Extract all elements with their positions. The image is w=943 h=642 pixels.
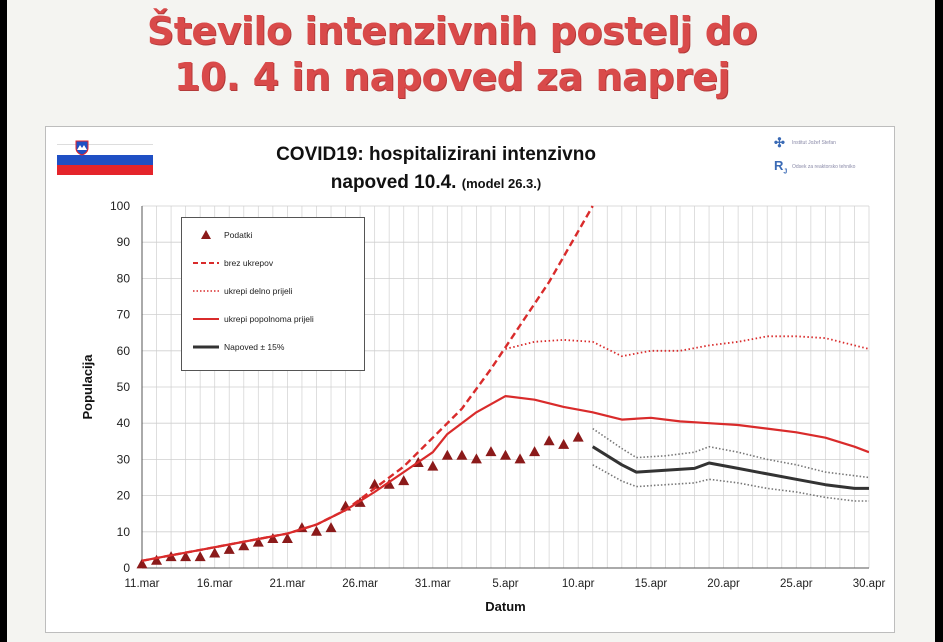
y-tick-label: 50 <box>117 380 131 394</box>
institution-logos: ✣ Institut Jožef Stefan RJ Odsek za reak… <box>774 133 884 181</box>
ijs-logo-icon: ✣ Institut Jožef Stefan <box>774 135 836 150</box>
chart-title-date: napoved 10.4. <box>330 172 457 193</box>
data-point-marker <box>310 525 322 536</box>
chart-svg: 0 10 20 30 40 50 60 70 80 90 100 11.mar 16.mar 21.mar… <box>80 199 886 614</box>
data-point-marker <box>267 533 279 544</box>
x-tick-label: 31.mar <box>415 578 451 590</box>
series-3-line <box>142 395 869 562</box>
thick-line-icon <box>193 345 219 349</box>
y-tick-label: 80 <box>117 271 131 285</box>
y-tick-label: 100 <box>110 199 130 213</box>
rj-logo-icon: RJ Odsek za reaktorsko tehniko <box>774 158 856 176</box>
y-tick-label: 90 <box>117 235 131 249</box>
data-point-marker <box>136 558 148 569</box>
slide-title-line1: Število intenzivnih postelj do <box>146 9 758 53</box>
chart-title-line1: COVID19: hospitalizirani intenzivno <box>276 144 596 165</box>
data-point-marker <box>441 449 453 460</box>
data-point-marker <box>209 547 221 558</box>
y-tick-label: 30 <box>117 452 131 466</box>
data-point-marker <box>572 431 584 442</box>
data-point-marker <box>383 478 395 489</box>
y-tick-label: 10 <box>117 525 131 539</box>
triangle-marker-icon <box>201 230 211 239</box>
y-tick-label: 40 <box>117 416 131 430</box>
slovenia-flag-icon <box>57 140 153 175</box>
x-tick-label: 11.mar <box>125 578 160 590</box>
x-tick-label: 16.mar <box>197 578 233 590</box>
chart-title: COVID19: hospitalizirani intenzivno napo… <box>196 141 676 198</box>
x-tick-label: 21.mar <box>270 578 306 590</box>
data-point-marker <box>514 453 526 464</box>
data-point-marker <box>252 536 264 547</box>
data-point-marker <box>151 554 163 565</box>
series-5-line <box>592 427 869 479</box>
legend-item-podatki: Podatki <box>192 228 252 242</box>
slide: Število intenzivnih postelj do 10. 4 in … <box>7 0 935 642</box>
dotted-line-icon <box>193 290 219 292</box>
series-2-line <box>505 335 869 358</box>
y-tick-label: 0 <box>123 561 130 575</box>
series-4-line <box>591 445 869 490</box>
x-tick-label: 15.apr <box>635 578 668 590</box>
y-tick-label: 70 <box>117 308 131 322</box>
coat-of-arms-icon <box>75 140 89 156</box>
data-point-marker <box>281 533 293 544</box>
legend-item-napoved: Napoved ± 15% <box>192 340 284 354</box>
legend-item-delno: ukrepi delno prijeli <box>192 284 293 298</box>
data-point-marker <box>427 460 439 471</box>
x-tick-label: 26.mar <box>342 578 378 590</box>
data-point-marker <box>529 446 541 457</box>
y-axis-label: Populacija <box>80 354 95 420</box>
data-point-marker <box>558 438 570 449</box>
slide-title: Število intenzivnih postelj do 10. 4 in … <box>7 8 897 100</box>
data-point-marker <box>543 435 555 446</box>
data-point-marker <box>456 449 468 460</box>
data-point-marker <box>398 475 410 486</box>
data-point-marker <box>238 540 250 551</box>
data-point-marker <box>223 543 235 554</box>
chart-legend: Podatki brez ukrepov ukrepi delno prijel… <box>181 217 365 371</box>
data-point-marker <box>470 453 482 464</box>
dashed-line-icon <box>193 262 219 264</box>
slide-title-line2: 10. 4 in napoved za naprej <box>174 55 730 99</box>
series-6-line <box>592 464 869 502</box>
data-point-marker <box>194 551 206 562</box>
data-point-marker <box>485 446 497 457</box>
legend-item-popolnoma: ukrepi popolnoma prijeli <box>192 312 314 326</box>
x-tick-label: 10.apr <box>562 578 595 590</box>
data-point-marker <box>325 522 337 533</box>
solid-line-icon <box>193 318 219 320</box>
x-tick-label: 25.apr <box>780 578 813 590</box>
data-point-marker <box>180 551 192 562</box>
y-tick-label: 20 <box>117 489 131 503</box>
x-tick-label: 20.apr <box>707 578 740 590</box>
data-point-marker <box>369 478 381 489</box>
y-tick-label: 60 <box>117 344 131 358</box>
x-axis-label: Datum <box>485 599 525 614</box>
chart-panel: COVID19: hospitalizirani intenzivno napo… <box>45 126 895 633</box>
x-tick-label: 5.apr <box>492 578 518 590</box>
x-tick-label: 30.apr <box>853 578 886 590</box>
data-point-marker <box>500 449 511 460</box>
chart-subtitle: (model 26.3.) <box>461 176 542 191</box>
chart-title-line2: napoved 10.4. (model 26.3.) <box>196 169 676 198</box>
legend-item-brez-ukrepov: brez ukrepov <box>192 256 273 270</box>
